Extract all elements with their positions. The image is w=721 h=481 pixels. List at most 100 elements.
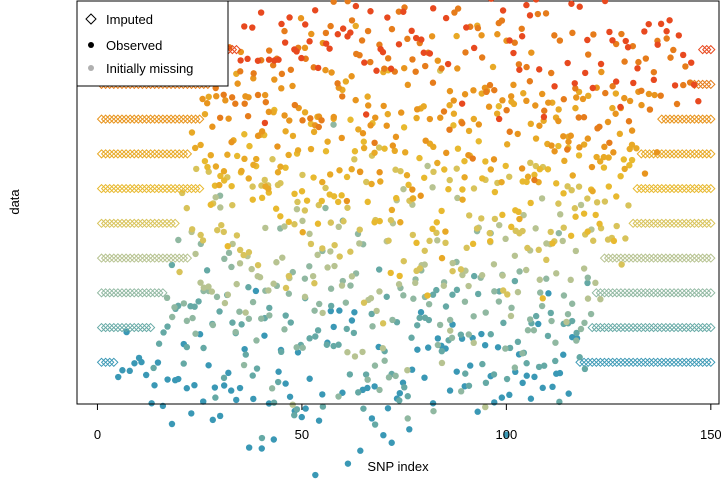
observed-point <box>519 379 526 387</box>
imputed-point <box>117 114 127 124</box>
imputed-point <box>661 183 671 194</box>
observed-point <box>322 40 330 47</box>
observed-point <box>534 10 542 18</box>
observed-point <box>160 329 167 336</box>
observed-point <box>379 320 387 327</box>
observed-point <box>549 383 556 391</box>
observed-point <box>491 215 499 223</box>
imputed-point <box>603 357 614 368</box>
imputed-point <box>100 114 111 124</box>
observed-point <box>523 63 530 71</box>
observed-point <box>217 172 224 180</box>
observed-point <box>281 39 289 46</box>
observed-point <box>572 85 579 92</box>
observed-point <box>197 141 204 149</box>
imputed-point <box>145 218 156 229</box>
observed-point <box>336 307 343 314</box>
observed-point <box>205 283 212 290</box>
observed-point <box>163 294 171 302</box>
observed-point <box>622 37 629 45</box>
observed-point <box>606 139 613 146</box>
observed-point <box>360 405 367 412</box>
observed-point <box>420 49 427 56</box>
observed-point <box>199 237 207 244</box>
observed-point <box>265 185 272 192</box>
observed-point <box>569 29 576 37</box>
x-tick-label: 100 <box>496 427 518 442</box>
observed-point <box>618 30 625 38</box>
imputed-point <box>149 253 160 263</box>
observed-point <box>253 365 261 372</box>
observed-point <box>319 178 326 186</box>
observed-point <box>344 460 352 467</box>
observed-point <box>575 183 583 190</box>
imputed-point <box>657 357 667 368</box>
imputed-point <box>182 253 193 263</box>
imputed-point <box>693 183 704 194</box>
observed-point <box>506 128 513 135</box>
observed-point <box>297 15 305 22</box>
observed-point <box>201 157 209 165</box>
observed-point <box>306 335 313 342</box>
imputed-point <box>125 149 135 159</box>
observed-point <box>601 0 609 5</box>
imputed-point <box>644 253 655 263</box>
observed-point <box>414 346 421 353</box>
observed-point <box>523 372 530 379</box>
observed-point <box>277 348 285 356</box>
observed-point <box>237 57 244 64</box>
imputed-point <box>141 183 152 194</box>
observed-point <box>241 100 248 107</box>
observed-point <box>258 315 265 322</box>
observed-point <box>338 134 345 142</box>
imputed-point <box>669 253 679 263</box>
imputed-point <box>587 322 597 333</box>
imputed-point <box>697 322 708 333</box>
observed-point <box>575 114 582 121</box>
observed-point <box>461 174 468 181</box>
imputed-point <box>620 288 630 298</box>
observed-point <box>612 90 620 97</box>
observed-point <box>479 360 486 368</box>
observed-point <box>331 262 338 270</box>
observed-point <box>201 110 209 118</box>
observed-point <box>351 148 359 155</box>
observed-point <box>282 284 290 292</box>
observed-point <box>221 255 228 263</box>
observed-point <box>539 384 546 392</box>
observed-point <box>375 144 383 151</box>
observed-point <box>552 357 559 365</box>
imputed-point <box>141 218 152 229</box>
observed-point <box>311 280 318 287</box>
observed-point <box>262 224 269 232</box>
observed-point <box>233 152 241 160</box>
imputed-point <box>591 288 602 298</box>
observed-point <box>360 299 368 306</box>
observed-point <box>208 288 216 295</box>
observed-point <box>478 215 485 222</box>
observed-point <box>404 393 411 400</box>
observed-point <box>316 300 323 308</box>
imputed-point <box>166 183 176 194</box>
observed-point <box>229 319 236 326</box>
observed-point <box>502 345 509 352</box>
observed-point <box>563 318 570 326</box>
observed-point <box>579 95 587 103</box>
imputed-point <box>154 149 164 159</box>
imputed-point <box>166 218 176 229</box>
observed-point <box>597 60 605 68</box>
observed-point <box>458 100 466 107</box>
imputed-point <box>657 114 667 124</box>
imputed-point <box>636 183 647 194</box>
observed-point <box>434 341 442 349</box>
observed-point <box>457 331 465 338</box>
observed-point <box>220 177 228 184</box>
observed-point <box>459 120 466 127</box>
imputed-point <box>693 357 704 368</box>
observed-point <box>503 141 511 148</box>
observed-point <box>318 117 325 124</box>
observed-point <box>430 143 437 151</box>
imputed-point <box>644 288 655 298</box>
observed-point <box>245 249 253 256</box>
imputed-point <box>105 149 115 159</box>
